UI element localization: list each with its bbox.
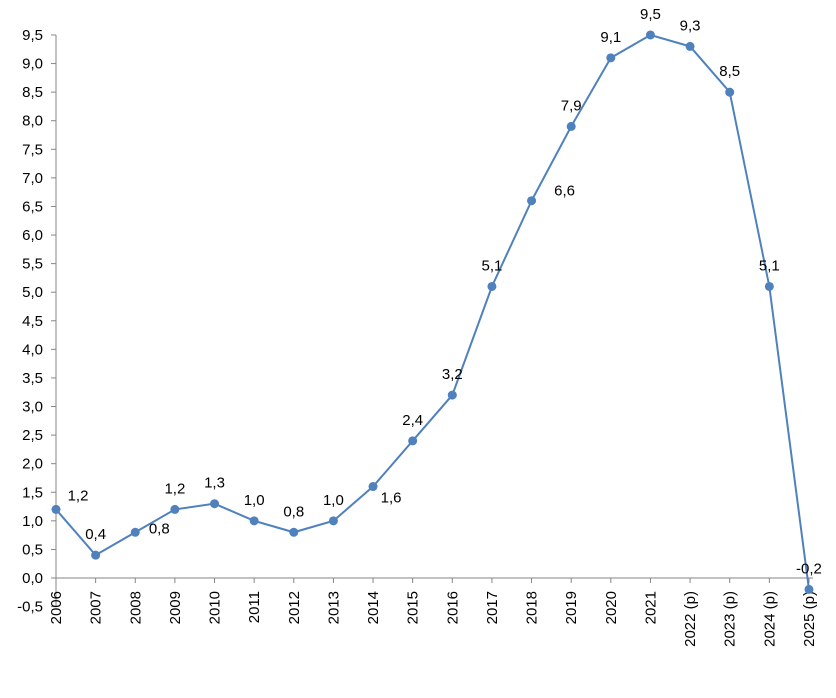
x-tick-label: 2021: [642, 591, 659, 624]
data-label: 8,5: [719, 63, 740, 80]
data-label: 5,1: [482, 257, 503, 274]
data-label: 0,8: [283, 503, 304, 520]
y-tick-label: 5,0: [22, 284, 43, 301]
x-tick-label: 2015: [405, 591, 422, 624]
x-tick-label: 2011: [246, 591, 263, 623]
y-tick-label: 6,0: [22, 227, 43, 244]
data-point: [487, 281, 497, 291]
x-tick-label: 2018: [524, 591, 541, 624]
data-point: [51, 504, 61, 514]
data-label: 1,0: [244, 492, 265, 509]
y-tick-label: 7,5: [22, 141, 43, 158]
y-tick-label: 2,5: [22, 427, 43, 444]
x-tick-label: 2008: [127, 591, 144, 624]
x-tick-label: 2007: [88, 591, 105, 624]
x-tick-label: 2020: [603, 591, 620, 624]
data-label: 0,8: [149, 520, 170, 537]
x-tick-label: 2016: [444, 591, 461, 624]
y-tick-label: 8,5: [22, 84, 43, 101]
data-point: [289, 527, 299, 537]
data-point: [527, 196, 537, 206]
data-label: 1,0: [323, 492, 344, 509]
data-label: 9,1: [600, 29, 621, 46]
y-tick-label: 8,0: [22, 113, 43, 130]
y-tick-label: 1,0: [22, 513, 43, 530]
data-label: 7,9: [561, 97, 582, 114]
x-tick-label: 2022 (p): [682, 591, 699, 647]
x-tick-label: 2010: [207, 591, 224, 624]
x-tick-label: 2006: [48, 591, 65, 624]
data-point: [368, 482, 378, 492]
y-tick-label: 1,5: [22, 484, 43, 501]
data-point: [170, 504, 180, 514]
x-tick-label: 2024 (p): [761, 591, 778, 647]
data-point: [447, 390, 457, 400]
data-label: 6,6: [554, 183, 575, 200]
y-tick-label: 0,5: [22, 541, 43, 558]
data-point: [606, 53, 616, 63]
data-label: 1,2: [68, 487, 89, 504]
data-label: 1,6: [381, 490, 402, 507]
data-label: 3,2: [442, 366, 463, 383]
y-tick-label: 4,5: [22, 313, 43, 330]
series-line: [55, 33, 810, 590]
y-tick-label: 2,0: [22, 456, 43, 473]
x-tick-label: 2025 (p): [801, 591, 818, 647]
x-tick-label: 2023 (p): [722, 591, 739, 647]
data-label: 1,3: [204, 475, 225, 492]
data-label: 9,3: [680, 17, 701, 34]
y-tick-label: 7,0: [22, 170, 43, 187]
x-tick-label: 2019: [563, 591, 580, 624]
data-label: 5,1: [759, 257, 780, 274]
data-point: [685, 41, 695, 51]
data-point: [764, 281, 774, 291]
x-tick-label: 2012: [286, 591, 303, 624]
y-tick-label: -0,5: [17, 599, 43, 616]
y-tick-label: 5,5: [22, 256, 43, 273]
x-tick-label: 2017: [484, 591, 501, 624]
data-label: 9,5: [640, 6, 661, 23]
data-label: 1,2: [164, 480, 185, 497]
y-tick-label: 6,5: [22, 198, 43, 215]
data-point: [566, 121, 576, 131]
x-tick-label: 2009: [167, 591, 184, 624]
data-label: 0,4: [85, 526, 106, 543]
data-point: [130, 527, 140, 537]
data-point: [249, 516, 259, 526]
y-tick-label: 3,5: [22, 370, 43, 387]
data-point: [408, 436, 418, 446]
data-point: [91, 550, 101, 560]
y-tick-label: 9,5: [22, 27, 43, 44]
y-tick-label: 3,0: [22, 399, 43, 416]
x-tick-label: 2013: [325, 591, 342, 624]
x-tick-label: 2014: [365, 591, 382, 624]
data-point: [804, 584, 814, 594]
data-point: [210, 499, 220, 509]
data-point: [725, 87, 735, 97]
data-point: [645, 30, 655, 40]
y-tick-label: 4,0: [22, 341, 43, 358]
data-label: -0,2: [796, 560, 822, 577]
data-point: [328, 516, 338, 526]
y-tick-label: 0,0: [22, 570, 43, 587]
data-label: 2,4: [402, 412, 423, 429]
y-tick-label: 9,0: [22, 56, 43, 73]
